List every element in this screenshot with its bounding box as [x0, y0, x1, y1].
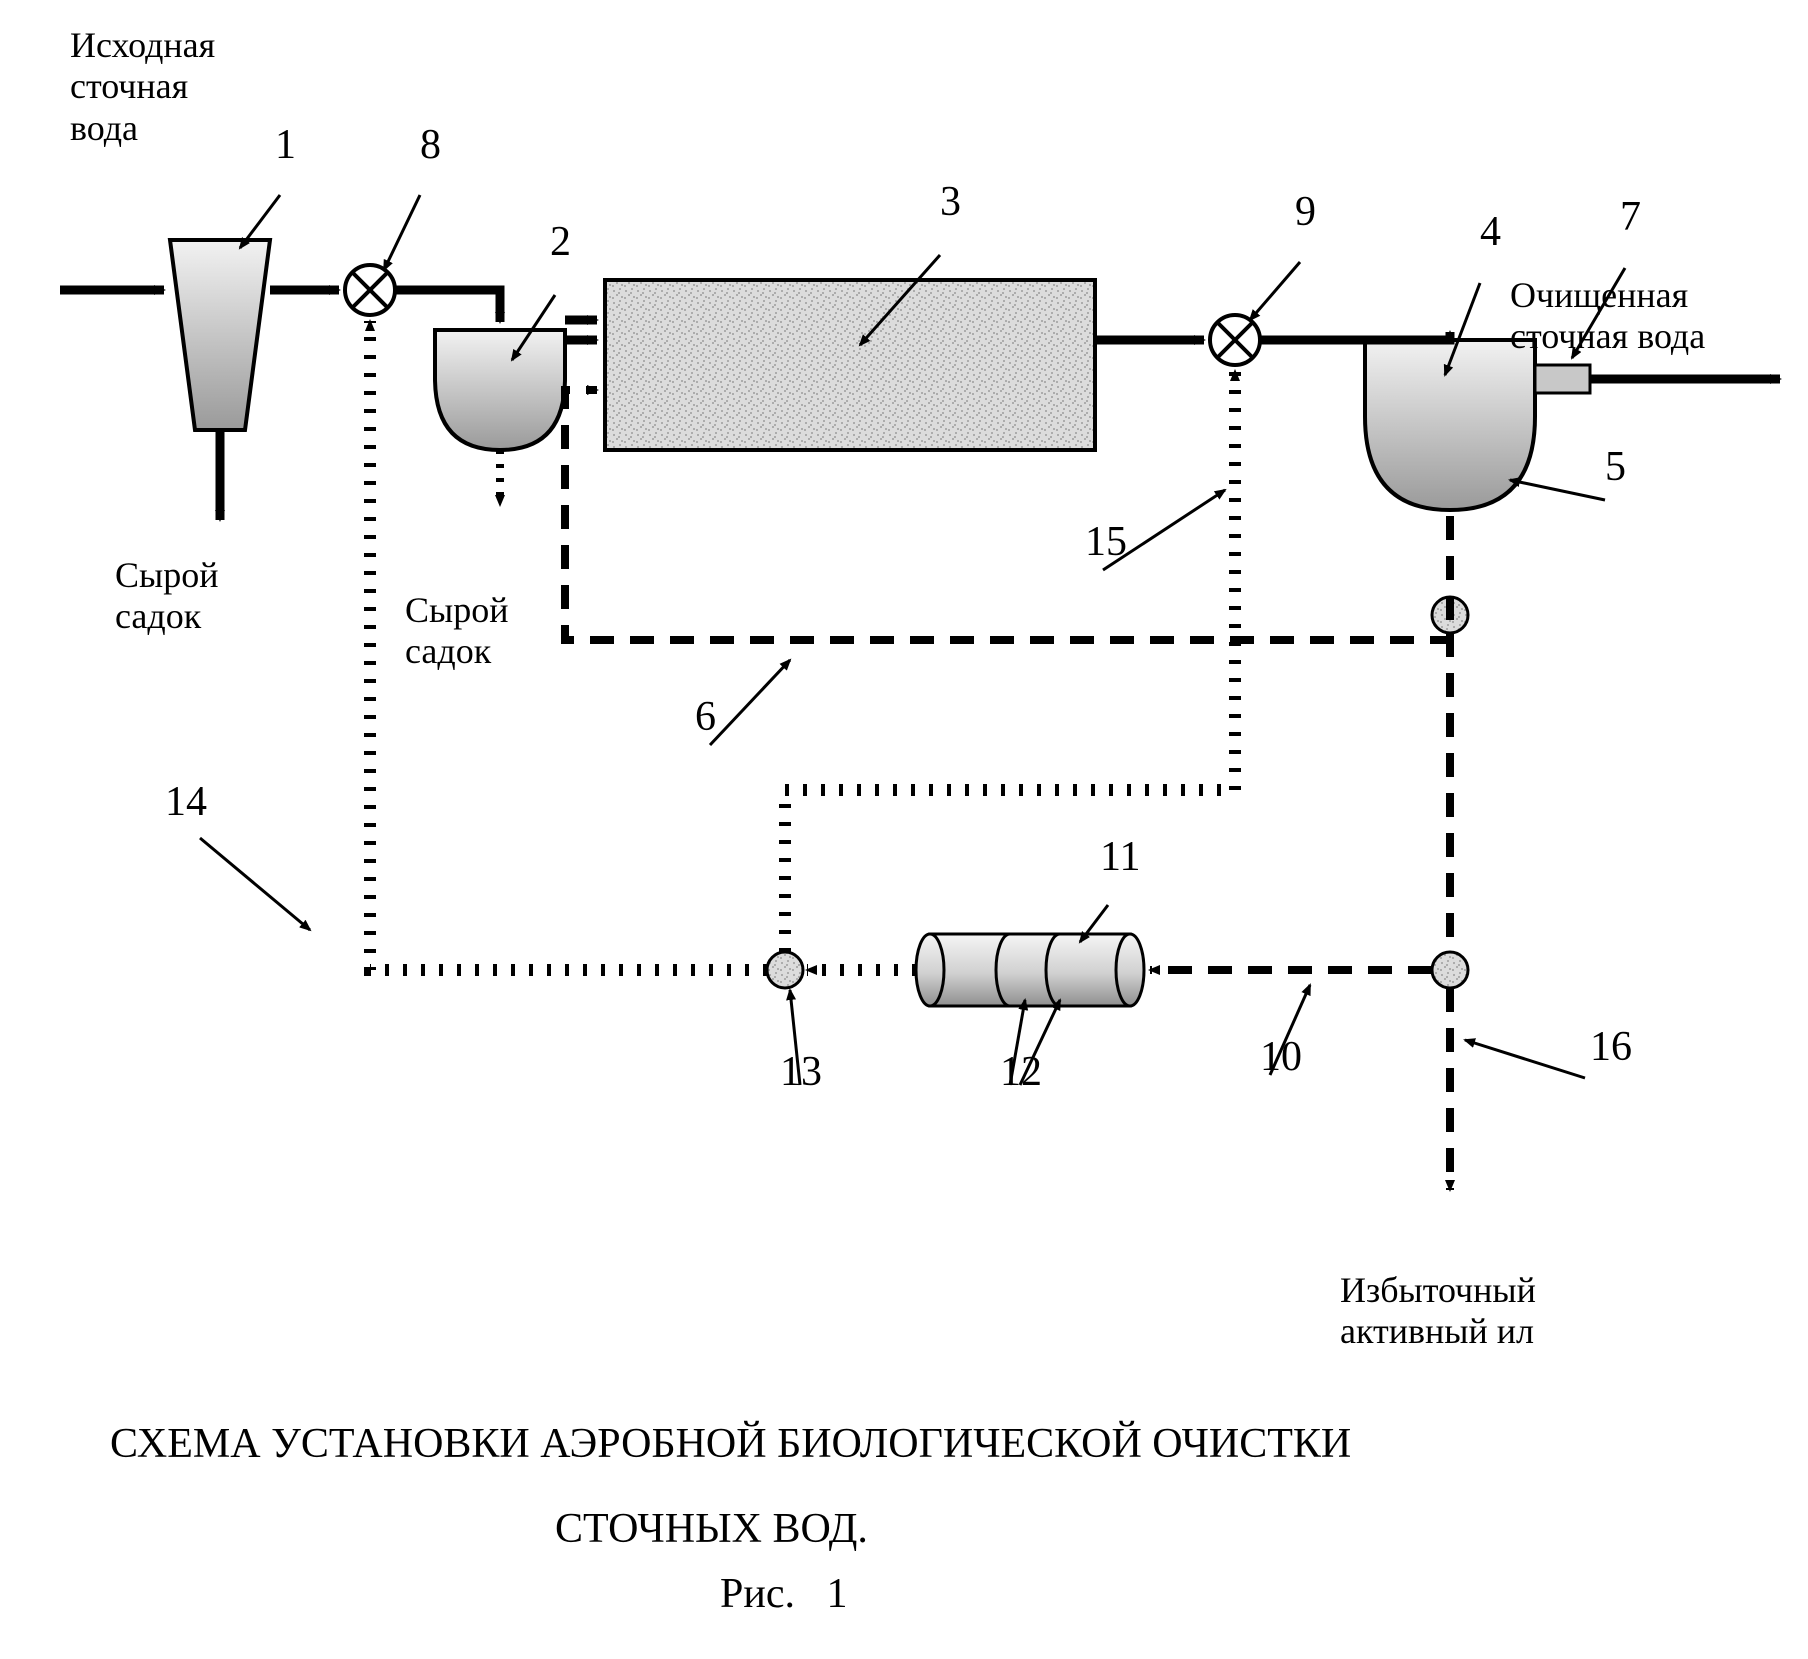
figure-caption: Рис. 1 — [720, 1570, 847, 1618]
callout-13: 13 — [780, 1049, 822, 1095]
callout-8: 8 — [420, 122, 441, 168]
uv-unit — [930, 934, 1130, 1006]
callout-5: 5 — [1605, 444, 1626, 490]
callout-9: 9 — [1295, 189, 1316, 235]
primary-sedimentation — [435, 330, 565, 450]
callout-6: 6 — [695, 694, 716, 740]
callout-2: 2 — [550, 219, 571, 265]
callout-15: 15 — [1085, 519, 1127, 565]
callout-12: 12 — [1000, 1049, 1042, 1095]
callout-11: 11 — [1100, 834, 1140, 880]
label-outlet: Очищенная сточная вода — [1510, 275, 1705, 358]
callout-1: 1 — [275, 122, 296, 168]
label-excess: Избыточный активный ил — [1340, 1270, 1536, 1353]
grit-chamber — [170, 240, 270, 430]
outlet-port — [1535, 365, 1590, 393]
label-inlet: Исходная сточная вода — [70, 25, 215, 149]
label-raw2: Сырой садок — [405, 590, 508, 673]
title-line2: СТОЧНЫХ ВОД. — [555, 1505, 868, 1553]
label-raw1: Сырой садок — [115, 555, 218, 638]
callout-14: 14 — [165, 779, 207, 825]
callout-7: 7 — [1620, 194, 1641, 240]
callout-10: 10 — [1260, 1034, 1302, 1080]
callout-3: 3 — [940, 179, 961, 225]
callout-16: 16 — [1590, 1024, 1632, 1070]
aeration-reactor — [605, 280, 1095, 450]
title-line1: СХЕМА УСТАНОВКИ АЭРОБНОЙ БИОЛОГИЧЕСКОЙ О… — [110, 1420, 1351, 1468]
callout-4: 4 — [1480, 209, 1501, 255]
